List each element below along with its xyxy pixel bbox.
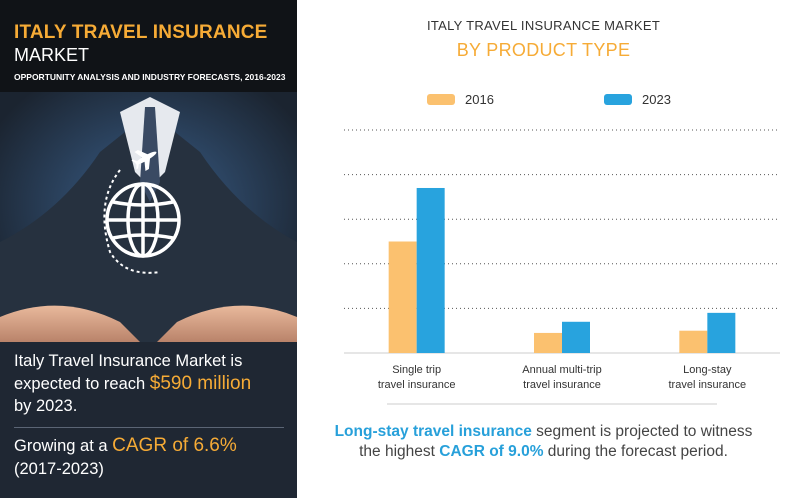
cagr-text-pre: Growing at a	[14, 437, 113, 455]
header-band: ITALY TRAVEL INSURANCE MARKET OPPORTUNIT…	[0, 0, 297, 92]
category-label-3: travel insurance	[669, 379, 747, 391]
bar-2023-2	[562, 321, 590, 353]
chart-panel: ITALY TRAVEL INSURANCE MARKET BY PRODUCT…	[297, 0, 790, 498]
flight-path-icon	[103, 169, 161, 274]
category-label-2: Annual multi-trip	[522, 364, 601, 376]
stat-text-pre: expected to reach	[14, 375, 150, 393]
report-subtitle: OPPORTUNITY ANALYSIS AND INDUSTRY FORECA…	[14, 72, 286, 82]
bar-2023-3	[707, 312, 736, 353]
bar-2023-1	[416, 187, 445, 353]
category-label-1: travel insurance	[378, 379, 456, 391]
cagr-text-line1: Growing at a CAGR of 6.6%	[14, 435, 237, 457]
cagr-highlight: CAGR of 6.6%	[112, 435, 237, 456]
legend-label-2016: 2016	[465, 92, 494, 107]
legend-label-2023: 2023	[642, 92, 671, 107]
stats-band	[0, 342, 297, 498]
bar-2016-3	[679, 330, 708, 353]
report-title-line2: MARKET	[14, 45, 90, 65]
chart-title: ITALY TRAVEL INSURANCE MARKET	[426, 18, 661, 33]
divider	[14, 427, 284, 428]
footnote-segment-highlight: Long-stay travel insurance	[334, 423, 532, 440]
legend-item-2016: 2016	[427, 92, 494, 107]
legend-item-2023: 2023	[604, 92, 671, 107]
bar-2016-2	[534, 332, 562, 353]
globe-icon	[105, 182, 181, 258]
chart-subtitle: BY PRODUCT TYPE	[456, 40, 631, 60]
footnote-line1: Long-stay travel insurance segment is pr…	[297, 423, 790, 441]
category-label-1: Single trip	[392, 364, 441, 376]
airplane-icon	[131, 149, 157, 172]
footnote-line2: the highest CAGR of 9.0% during the fore…	[297, 443, 790, 461]
stat-text-line3: by 2023.	[14, 397, 78, 415]
legend-swatch-2023	[604, 94, 632, 105]
bar-chart: Single trip travel insurance Annual multi-…	[344, 129, 780, 405]
market-value-highlight: $590 million	[149, 373, 252, 394]
stat-text-line1: Italy Travel Insurance Market is	[14, 352, 243, 370]
category-label-2: travel insurance	[523, 379, 601, 391]
legend-swatch-2016	[427, 94, 455, 105]
cagr-period: (2017-2023)	[14, 460, 104, 478]
bar-2016-1	[388, 241, 417, 353]
footnote-text3: during the forecast period.	[543, 443, 728, 460]
footnote-text1: segment is projected to witness	[531, 423, 753, 440]
footnote-text2: the highest	[359, 443, 440, 460]
report-title: ITALY TRAVEL INSURANCE	[14, 22, 268, 43]
stat-text-line2: expected to reach $590 million	[14, 373, 251, 395]
businessman-hands-illustration	[0, 92, 297, 342]
footnote-cagr-highlight: CAGR of 9.0%	[439, 443, 544, 460]
category-label-3: Long-stay	[683, 364, 732, 376]
infographic-left-panel: ITALY TRAVEL INSURANCE MARKET OPPORTUNIT…	[0, 0, 297, 498]
